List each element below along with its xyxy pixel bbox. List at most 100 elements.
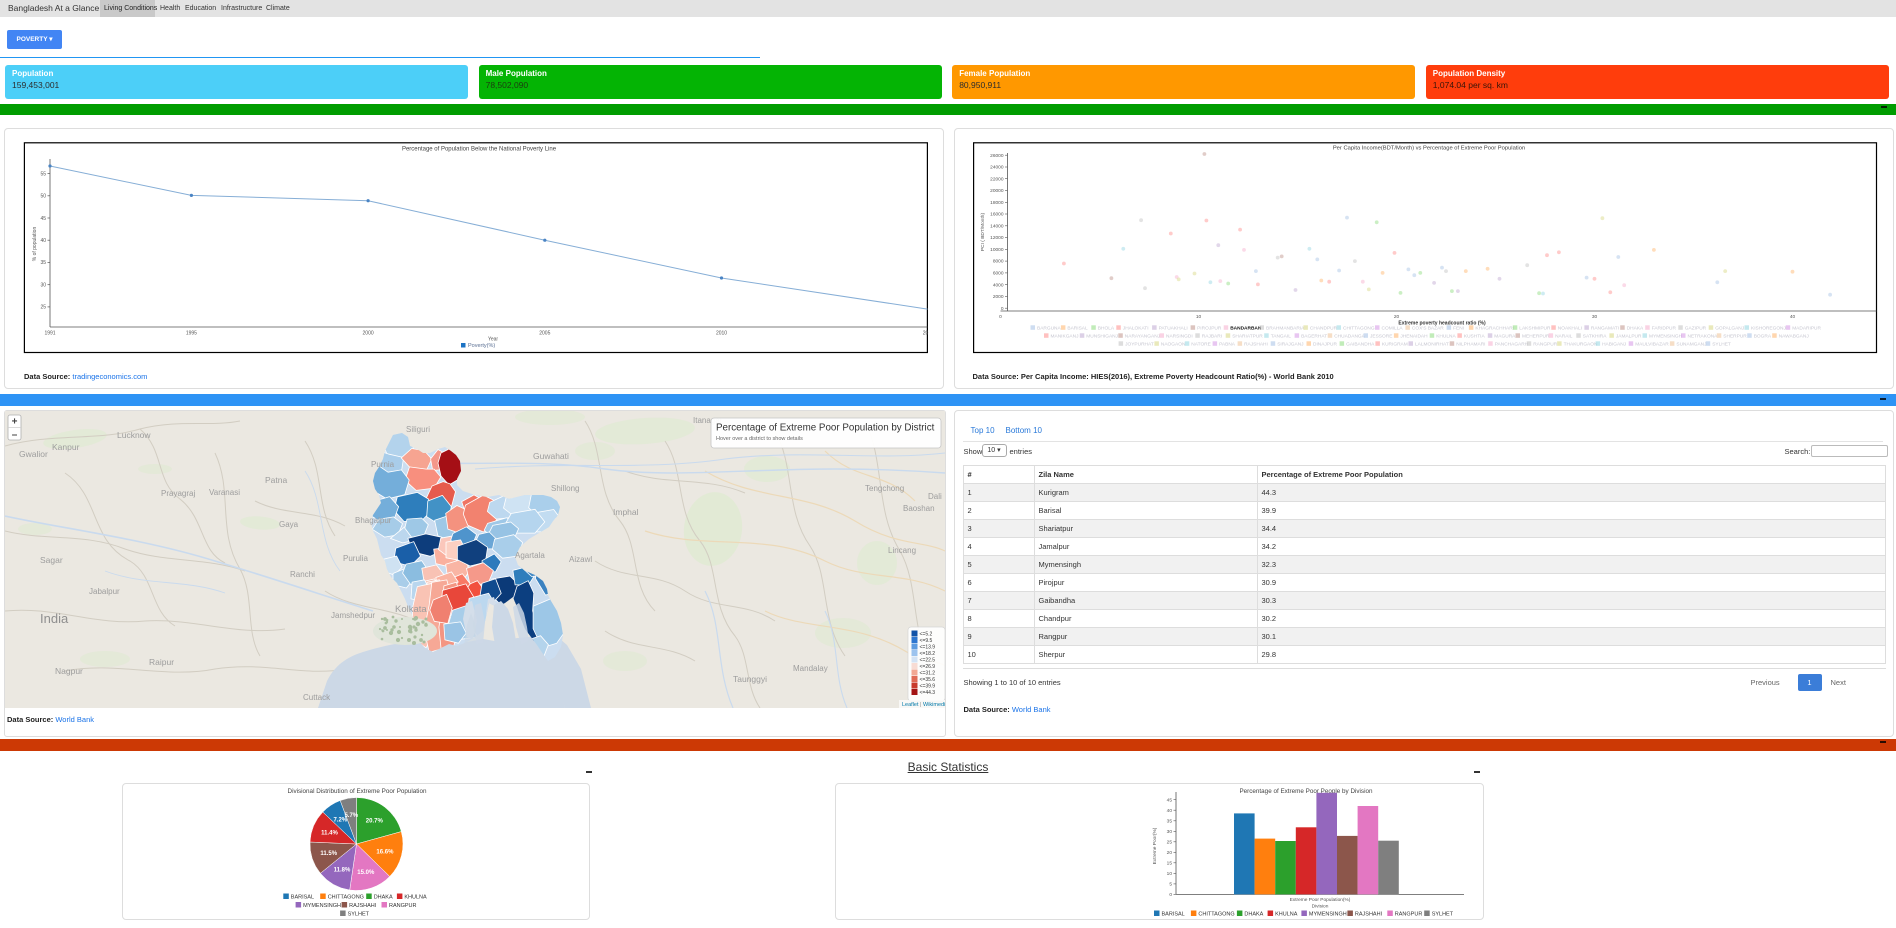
svg-text:SHARIATPUR: SHARIATPUR xyxy=(1232,334,1263,340)
svg-text:Jamshedpur: Jamshedpur xyxy=(331,611,375,620)
svg-text:20000: 20000 xyxy=(990,188,1004,194)
svg-text:12000: 12000 xyxy=(990,235,1004,241)
svg-text:CHANDPUR: CHANDPUR xyxy=(1309,326,1337,332)
svg-text:Kolkata: Kolkata xyxy=(395,604,427,615)
svg-text:Guwahati: Guwahati xyxy=(533,451,569,461)
svg-text:Aizawl: Aizawl xyxy=(569,555,592,564)
svg-text:Extreme Poor(%): Extreme Poor(%) xyxy=(1152,827,1158,864)
svg-text:<=31.2: <=31.2 xyxy=(920,671,936,677)
svg-text:8000: 8000 xyxy=(992,259,1003,265)
svg-text:KHAGRACHHARI: KHAGRACHHARI xyxy=(1475,326,1514,332)
svg-text:SATKHIRA: SATKHIRA xyxy=(1582,334,1606,340)
svg-text:Extreme poverty headcount rati: Extreme poverty headcount ratio (%) xyxy=(1398,321,1486,327)
svg-text:25: 25 xyxy=(40,305,46,311)
svg-text:5: 5 xyxy=(1169,882,1172,888)
svg-text:SUNAMGANJ: SUNAMGANJ xyxy=(1676,342,1707,348)
svg-text:<=26.9: <=26.9 xyxy=(920,664,936,670)
svg-text:BANDARBAN: BANDARBAN xyxy=(1230,326,1262,332)
svg-text:CHITTAGONG: CHITTAGONG xyxy=(1198,912,1234,918)
svg-text:RANGPUR: RANGPUR xyxy=(1395,912,1423,918)
svg-text:Gwalior: Gwalior xyxy=(19,449,48,459)
svg-text:KUSHTIA: KUSHTIA xyxy=(1463,334,1485,340)
svg-text:16.6%: 16.6% xyxy=(376,849,394,855)
svg-text:<=22.5: <=22.5 xyxy=(920,658,936,664)
svg-text:Jabalpur: Jabalpur xyxy=(89,587,120,596)
svg-text:30: 30 xyxy=(1591,314,1597,320)
svg-text:Purnia: Purnia xyxy=(371,460,395,469)
svg-text:6000: 6000 xyxy=(992,271,1003,277)
svg-text:MAULVIBAZAR: MAULVIBAZAR xyxy=(1635,342,1669,348)
svg-text:Kanpur: Kanpur xyxy=(52,442,80,452)
svg-text:DHAKA: DHAKA xyxy=(1244,912,1263,918)
svg-text:KHULNA: KHULNA xyxy=(404,895,427,901)
svg-text:4000: 4000 xyxy=(992,282,1003,288)
svg-text:<=35.6: <=35.6 xyxy=(920,677,936,683)
svg-text:2010: 2010 xyxy=(716,331,727,337)
svg-text:18000: 18000 xyxy=(990,200,1004,206)
svg-text:0: 0 xyxy=(1000,306,1003,312)
svg-text:SYLHET: SYLHET xyxy=(1432,912,1454,918)
svg-text:SHERPUR: SHERPUR xyxy=(1723,334,1747,340)
svg-text:<=13.9: <=13.9 xyxy=(920,645,936,651)
svg-text:Dali: Dali xyxy=(928,492,942,501)
svg-text:JESSORE: JESSORE xyxy=(1370,334,1392,340)
svg-text:15: 15 xyxy=(1167,861,1173,867)
svg-text:40: 40 xyxy=(1167,808,1173,814)
svg-text:NATORE: NATORE xyxy=(1191,342,1211,348)
svg-text:45: 45 xyxy=(1167,797,1173,803)
svg-text:16000: 16000 xyxy=(990,212,1004,218)
svg-text:THAKURGAON: THAKURGAON xyxy=(1563,342,1597,348)
svg-text:1995: 1995 xyxy=(186,331,197,337)
svg-text:RANGPUR: RANGPUR xyxy=(1533,342,1558,348)
svg-text:MAGURA: MAGURA xyxy=(1494,334,1516,340)
svg-text:Gaya: Gaya xyxy=(279,520,299,529)
svg-text:2000: 2000 xyxy=(363,331,374,337)
svg-text:2000: 2000 xyxy=(992,294,1003,300)
svg-text:MYMENSINGH: MYMENSINGH xyxy=(303,903,341,909)
svg-text:DHAKA: DHAKA xyxy=(1626,326,1643,332)
svg-text:NAOGAON: NAOGAON xyxy=(1160,342,1185,348)
svg-text:0: 0 xyxy=(999,314,1002,320)
svg-text:40: 40 xyxy=(1789,314,1795,320)
svg-text:PANCHAGARH: PANCHAGARH xyxy=(1494,342,1528,348)
svg-text:Hover over a district to show: Hover over a district to show details xyxy=(716,436,803,442)
svg-text:Per Capita Income(BDT/Month) v: Per Capita Income(BDT/Month) vs Percenta… xyxy=(1332,146,1524,152)
svg-text:25: 25 xyxy=(1167,840,1173,846)
svg-text:Imphal: Imphal xyxy=(613,507,639,517)
svg-text:MADARIPUR: MADARIPUR xyxy=(1792,326,1821,332)
svg-text:CHITTAGONG: CHITTAGONG xyxy=(328,895,364,901)
svg-text:Prayagraj: Prayagraj xyxy=(161,489,195,498)
svg-text:FARIDPUR: FARIDPUR xyxy=(1651,326,1676,332)
svg-text:20: 20 xyxy=(1167,850,1173,856)
svg-text:22000: 22000 xyxy=(990,176,1004,182)
svg-text:Extreme Poor Population(%): Extreme Poor Population(%) xyxy=(1290,897,1351,903)
svg-text:TANGAIL: TANGAIL xyxy=(1270,334,1291,340)
svg-text:35: 35 xyxy=(1167,819,1173,825)
svg-text:11.8%: 11.8% xyxy=(334,867,351,873)
svg-text:PATUAKHALI: PATUAKHALI xyxy=(1158,326,1187,332)
svg-text:RAJSHAHI: RAJSHAHI xyxy=(349,903,377,909)
svg-text:MYMENSINGH: MYMENSINGH xyxy=(1309,912,1347,918)
svg-text:26000: 26000 xyxy=(990,153,1004,159)
svg-text:HABIGANJ: HABIGANJ xyxy=(1602,342,1627,348)
svg-text:SYLHET: SYLHET xyxy=(348,912,370,918)
svg-text:BHOLA: BHOLA xyxy=(1097,326,1114,332)
svg-text:KHULNA: KHULNA xyxy=(1275,912,1298,918)
svg-text:Baoshan: Baoshan xyxy=(903,504,935,513)
svg-text:JOYPURHAT: JOYPURHAT xyxy=(1125,342,1154,348)
svg-text:GAIBANDHA: GAIBANDHA xyxy=(1346,342,1375,348)
svg-text:NARAYANGANJ: NARAYANGANJ xyxy=(1124,334,1160,340)
svg-text:30: 30 xyxy=(40,283,46,289)
svg-text:NAWABGANJ: NAWABGANJ xyxy=(1778,334,1809,340)
svg-text:PABNA: PABNA xyxy=(1219,342,1236,348)
svg-text:MUNSHIGANJ: MUNSHIGANJ xyxy=(1086,334,1118,340)
svg-text:<=5.2: <=5.2 xyxy=(920,632,933,638)
svg-text:Siliguri: Siliguri xyxy=(406,425,430,434)
svg-text:PIROJPUR: PIROJPUR xyxy=(1197,326,1222,332)
svg-text:KURIGRAM: KURIGRAM xyxy=(1381,342,1407,348)
svg-text:10: 10 xyxy=(1167,871,1173,877)
svg-text:Percentage of Extreme Poor Peo: Percentage of Extreme Poor People by Div… xyxy=(1239,788,1373,795)
svg-text:BAGERHAT: BAGERHAT xyxy=(1301,334,1327,340)
svg-text:Percentage of Extreme Poor Pop: Percentage of Extreme Poor Population by… xyxy=(716,423,935,434)
svg-text:NOAKHALI: NOAKHALI xyxy=(1557,326,1581,332)
